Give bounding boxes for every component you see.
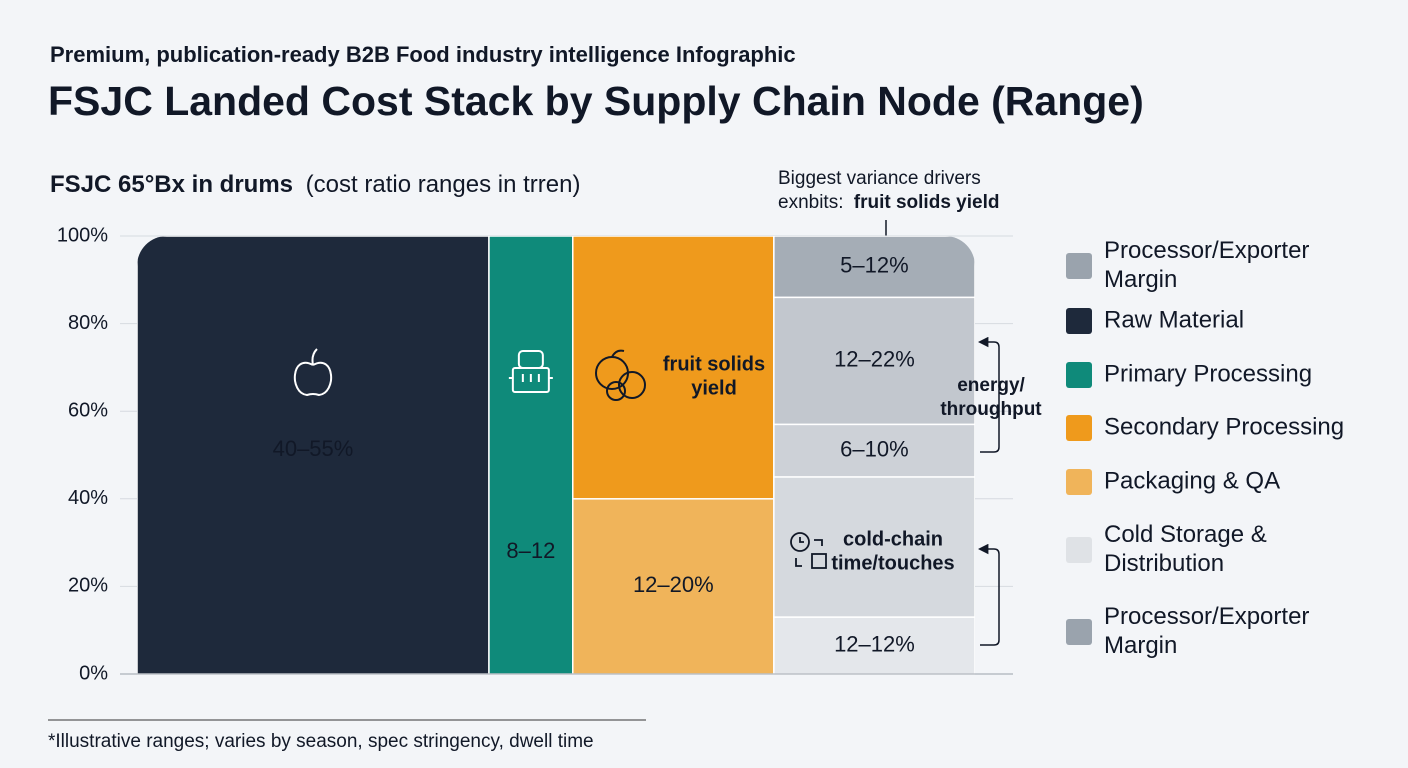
plot: 0% 20% 40% 60% 80% 100% 40–55% 8–12 12–20% fruit …: [57, 224, 1013, 684]
icon: [508, 374, 553, 382]
segment: [572, 236, 775, 500]
y-tick-label: 40%: [68, 487, 108, 509]
icon: [606, 381, 626, 401]
footnote: *Illustrative ranges; varies by season, …: [48, 731, 594, 752]
segment-label: cold-chain: [843, 528, 943, 550]
legend-label: Packaging & QA: [1104, 467, 1280, 494]
legend-label: Margin: [1104, 266, 1177, 293]
bracket: [977, 543, 1000, 646]
segment: [773, 236, 975, 299]
legend-label: Margin: [1104, 632, 1177, 659]
y-tick-label: 100%: [57, 224, 108, 246]
segment-label: yield: [691, 377, 737, 399]
segment-label: 12–12%: [834, 631, 915, 656]
segment: [488, 236, 574, 675]
legend-label: Raw Material: [1104, 306, 1244, 333]
legend-swatch: [1066, 253, 1092, 279]
segment-label: 12–20%: [633, 572, 714, 597]
legend-swatch: [1066, 619, 1092, 645]
driver-note-bold: fruit solids yield: [854, 192, 1000, 213]
icon: [811, 553, 827, 569]
segment-label: fruit solids: [663, 353, 765, 375]
segment-label: 6–10%: [840, 436, 909, 461]
subtitle: FSJC 65°Bx in drums (cost ratio ranges i…: [50, 171, 580, 198]
chart-title: FSJC Landed Cost Stack by Supply Chain N…: [48, 78, 1144, 124]
legend-label: Processor/Exporter: [1104, 603, 1309, 630]
icon: [790, 532, 810, 552]
bars: [137, 236, 975, 675]
legend-swatch: [1066, 537, 1092, 563]
y-tick-label: 0%: [79, 662, 108, 684]
segment: [773, 423, 975, 478]
driver-note: exnbits: fruit solids yield: [778, 192, 999, 213]
segment: [773, 616, 975, 675]
icon: [517, 350, 544, 369]
icon: [611, 349, 625, 358]
icon: [618, 371, 646, 399]
segment: [572, 498, 775, 675]
legend-label: Processor/Exporter: [1104, 237, 1309, 264]
icon: [795, 537, 823, 567]
segment-label: 40–55%: [273, 436, 354, 461]
segment-label: time/touches: [831, 552, 954, 574]
icon: [293, 348, 332, 397]
segment: [773, 296, 975, 426]
segment-label: 5–12%: [840, 252, 909, 277]
bracket: [977, 336, 1000, 453]
legend-swatch: [1066, 362, 1092, 388]
legend-label: Cold Storage &: [1104, 521, 1267, 548]
y-tick-label: 20%: [68, 575, 108, 597]
subtitle-bold: FSJC 65°Bx in drums: [50, 171, 293, 198]
legend-label: Distribution: [1104, 550, 1224, 577]
bracket-note: throughput: [940, 399, 1042, 420]
legend-swatch: [1066, 415, 1092, 441]
y-tick-label: 60%: [68, 399, 108, 421]
y-tick-label: 80%: [68, 312, 108, 334]
segment-label: 8–12: [506, 538, 555, 563]
legend-label: Primary Processing: [1104, 360, 1312, 387]
legend-swatch: [1066, 469, 1092, 495]
driver-note-prefix: exnbits:: [778, 192, 843, 213]
bracket-note: energy/: [957, 375, 1025, 396]
kicker: Premium, publication-ready B2B Food indu…: [50, 42, 796, 67]
segment-label: 12–22%: [834, 347, 915, 372]
legend-label: Secondary Processing: [1104, 413, 1344, 440]
driver-note: Biggest variance drivers: [778, 168, 981, 189]
subtitle-rest: (cost ratio ranges in trren): [306, 171, 581, 198]
legend-swatch: [1066, 308, 1092, 334]
